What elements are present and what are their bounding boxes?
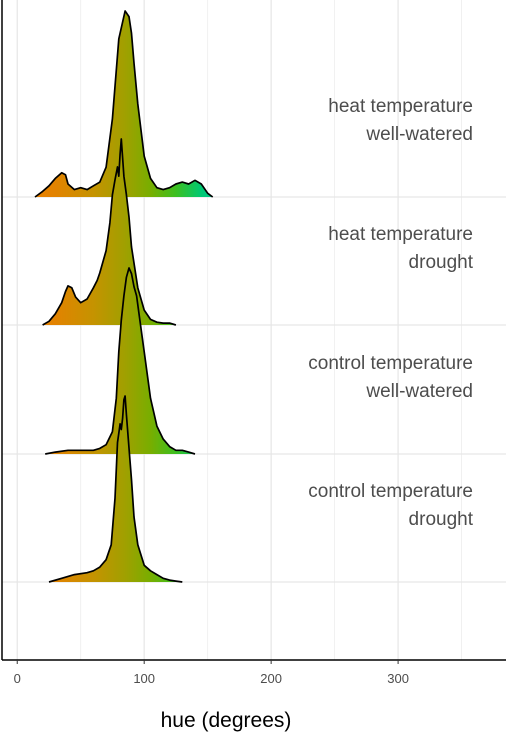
row-label-1-line-1: drought	[409, 252, 474, 273]
row-label-0-line-1: well-watered	[365, 124, 473, 145]
x-tick-label-2: 200	[260, 671, 282, 686]
x-tick-label-0: 0	[14, 671, 21, 686]
ridge-outline-0	[34, 10, 214, 198]
row-label-1-line-0: heat temperature	[328, 224, 473, 245]
ridge-1	[42, 138, 177, 326]
x-tick-label-1: 100	[133, 671, 155, 686]
row-label-1: heat temperature drought	[328, 224, 473, 273]
ridge-outline-1	[42, 138, 177, 326]
ridge-2	[45, 267, 196, 455]
row-label-0: heat temperature well-watered	[328, 96, 473, 145]
ridge-0	[34, 10, 214, 198]
row-label-2-line-1: well-watered	[365, 381, 473, 402]
ridge-outline-2	[45, 267, 196, 455]
ridges	[34, 10, 214, 583]
ridge-area-0	[35, 11, 213, 197]
ridge-outline-3	[48, 395, 183, 583]
row-label-3-line-0: control temperature	[308, 481, 473, 502]
row-label-3: control temperature drought	[308, 481, 473, 530]
x-axis-label: hue (degrees)	[161, 709, 292, 732]
row-label-0-line-0: heat temperature	[328, 96, 473, 117]
ridge-3	[48, 395, 183, 583]
row-label-2: control temperature well-watered	[308, 353, 473, 402]
x-axis-ticks: 0 100 200 300	[14, 660, 409, 686]
ridge-area-2	[45, 268, 196, 454]
row-label-2-line-0: control temperature	[308, 353, 473, 374]
row-label-3-line-1: drought	[409, 509, 474, 530]
x-tick-label-3: 300	[387, 671, 409, 686]
